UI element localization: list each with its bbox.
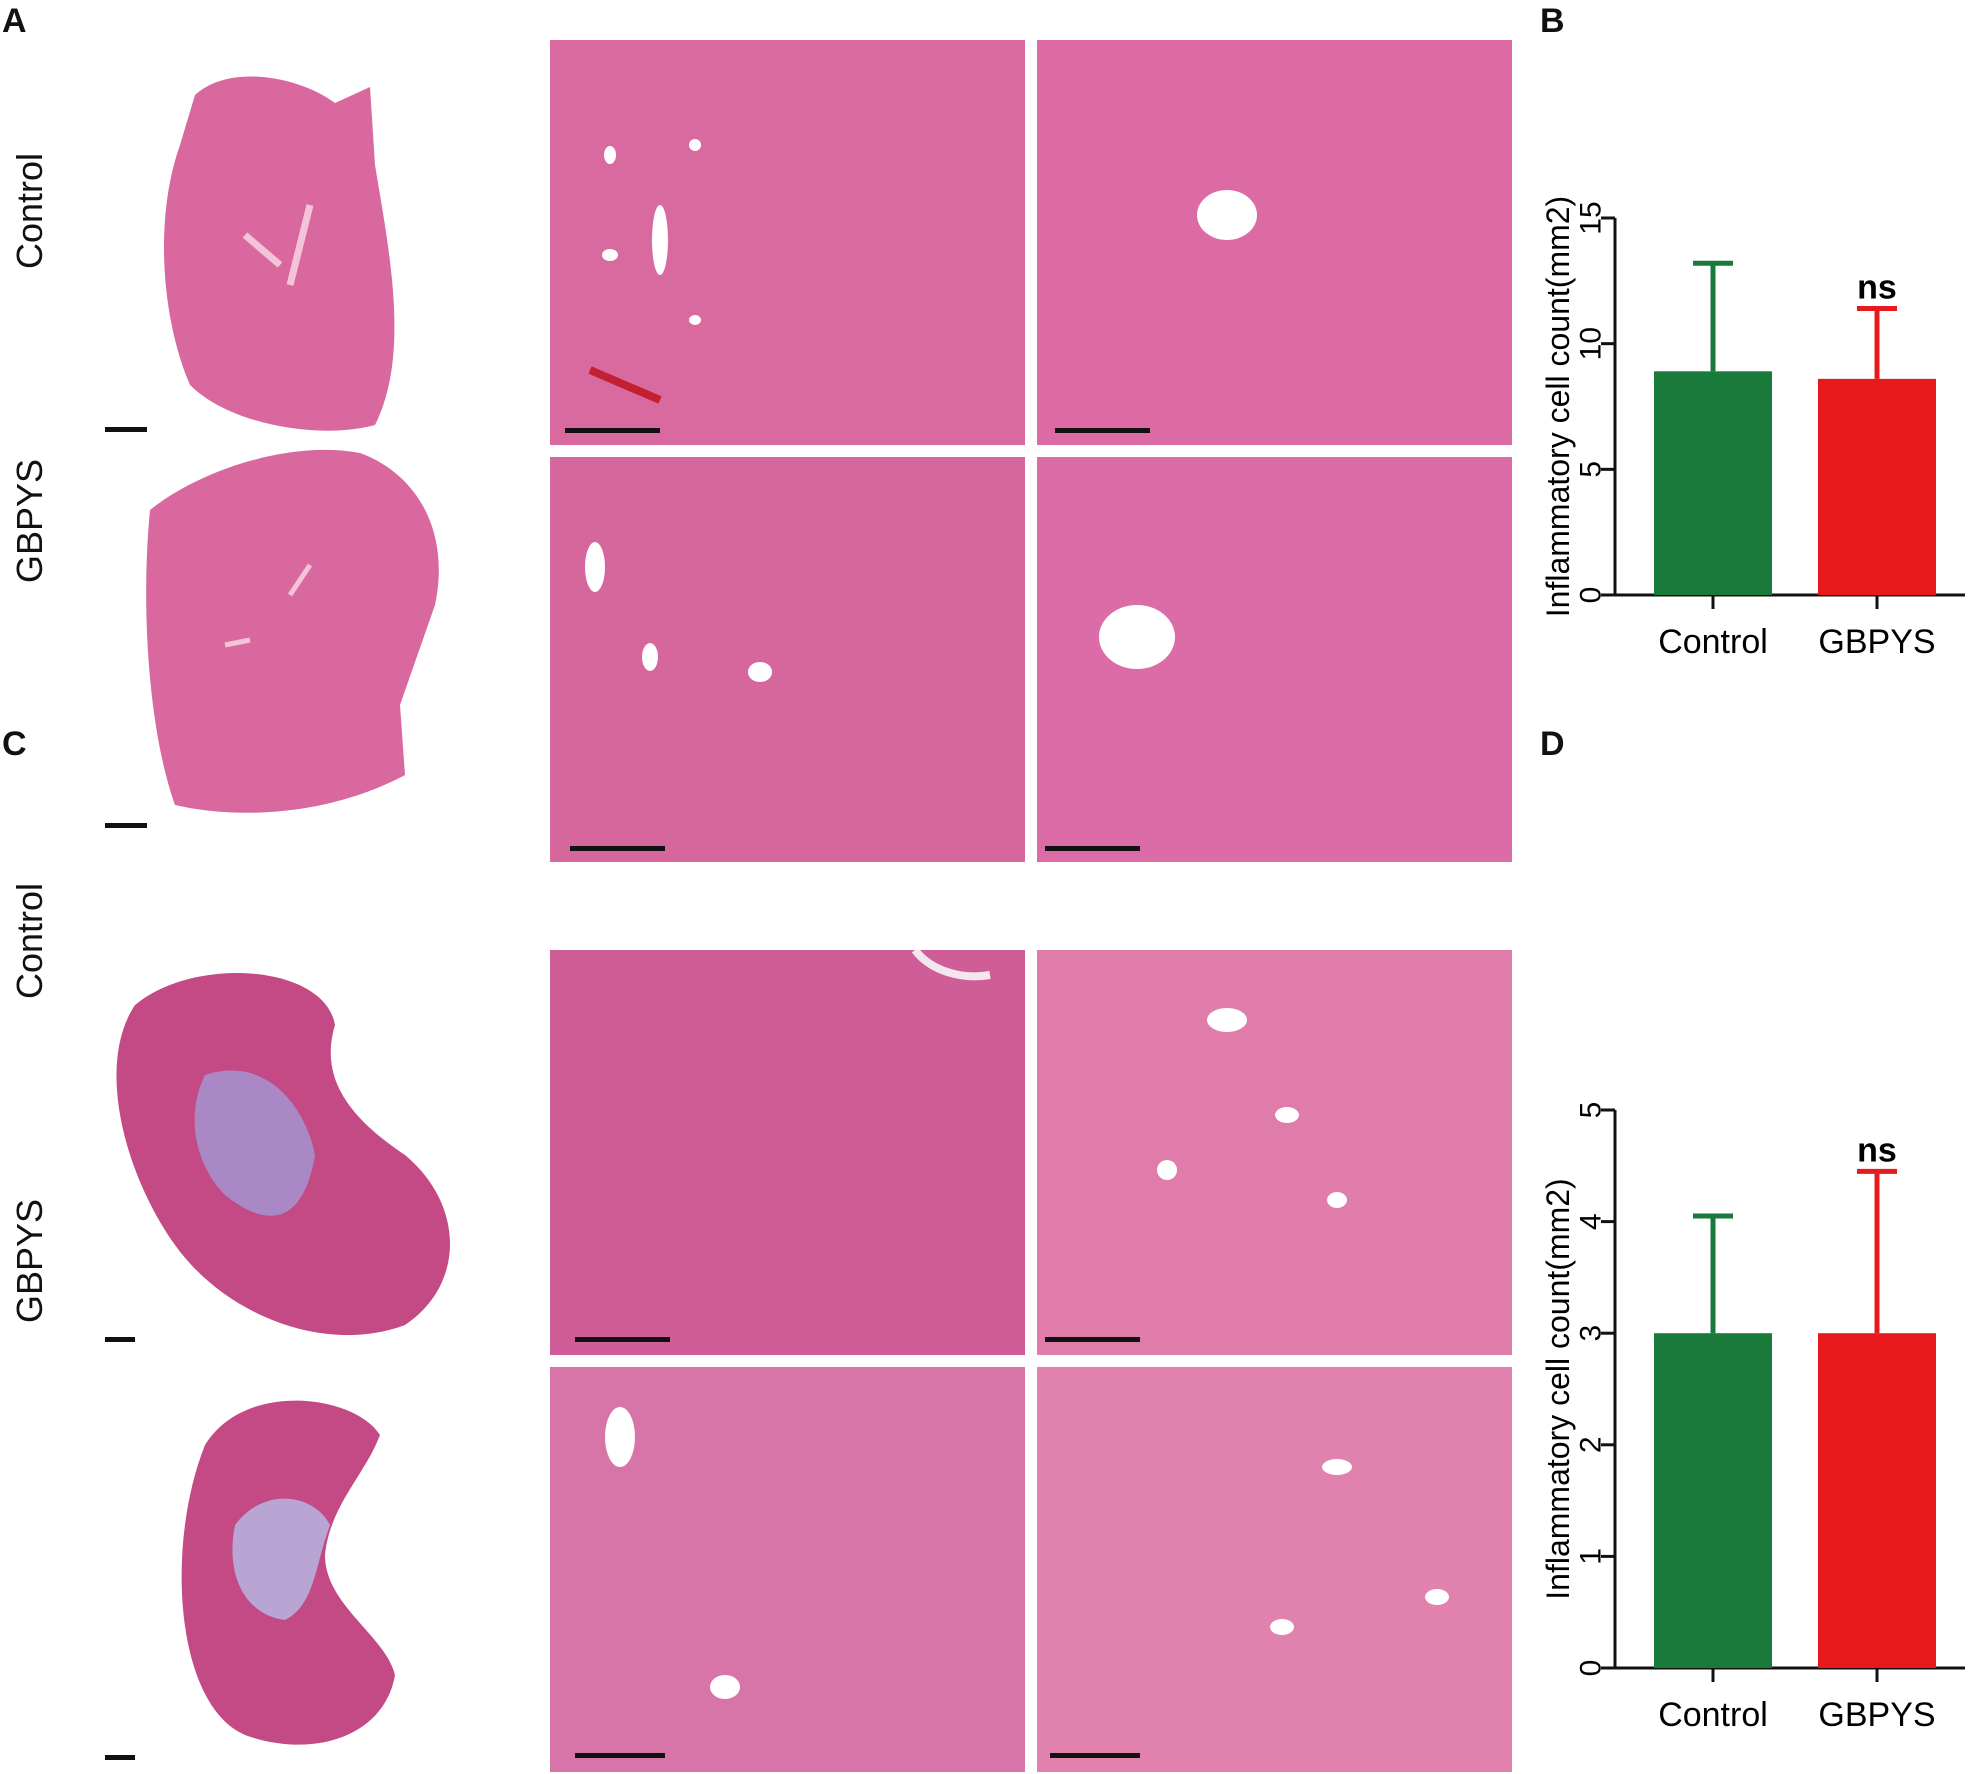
significance-label: ns xyxy=(1857,268,1897,306)
micrograph-kidney-control-low xyxy=(550,950,1025,1355)
scale-bar xyxy=(1055,428,1150,433)
row-label-liver-control: Control xyxy=(9,152,50,270)
significance-label: ns xyxy=(1857,1131,1897,1169)
liver-section-control xyxy=(163,76,395,431)
y-tick-label: 1 xyxy=(1575,1548,1608,1565)
micrograph-liver-gbpys-low xyxy=(550,457,1025,862)
row-label-kidney-control: Control xyxy=(9,882,50,1000)
micrograph-kidney-gbpys-high xyxy=(1037,1367,1512,1772)
bar-control xyxy=(1654,371,1772,595)
panel-letter-d: D xyxy=(1540,725,1565,763)
scale-bar xyxy=(1050,1753,1140,1758)
scale-bar xyxy=(565,428,660,433)
y-tick-label: 2 xyxy=(1575,1436,1608,1453)
scale-bar xyxy=(570,846,665,851)
y-tick-label: 0 xyxy=(1575,1660,1608,1677)
scale-bar xyxy=(575,1753,665,1758)
row-label-kidney-gbpys: GBPYS xyxy=(9,1198,50,1324)
micrograph-liver-gbpys-high xyxy=(1037,457,1512,862)
x-tick-label: GBPYS xyxy=(1818,623,1935,661)
y-tick-label: 15 xyxy=(1575,201,1608,234)
kidney-section-control xyxy=(116,972,450,1336)
y-tick-label: 5 xyxy=(1575,461,1608,478)
y-tick-label: 0 xyxy=(1575,587,1608,604)
scale-bar xyxy=(105,1337,135,1342)
liver-section-gbpys xyxy=(146,449,439,813)
scale-bar xyxy=(1045,1337,1140,1342)
chart-panel-d: 0 1 2 3 4 5 Inflammatory cell count(mm2) Contro… xyxy=(1540,1100,1970,1760)
y-axis-label: Inflammatory cell count(mm2) xyxy=(1540,196,1576,617)
bar-gbpys xyxy=(1818,378,1936,595)
x-tick-label: GBPYS xyxy=(1818,1696,1935,1734)
scale-bar xyxy=(1045,846,1140,851)
micrograph-liver-control-high xyxy=(1037,40,1512,445)
chart-d-svg: 0 1 2 3 4 5 Inflammatory cell count(mm2) Contro… xyxy=(1540,1102,1965,1734)
y-axis-label: Inflammatory cell count(mm2) xyxy=(1540,1178,1576,1599)
micrograph-kidney-gbpys-low xyxy=(550,1367,1025,1772)
x-tick-label: Control xyxy=(1658,623,1768,661)
panel-letter-b: B xyxy=(1540,2,1565,40)
panel-letter-a: A xyxy=(2,2,27,40)
scale-bar xyxy=(105,823,147,828)
bar-gbpys xyxy=(1818,1333,1936,1668)
micrograph-kidney-control-high xyxy=(1037,950,1512,1355)
y-tick-label: 3 xyxy=(1575,1325,1608,1342)
scale-bar xyxy=(575,1337,670,1342)
panel-letter-c: C xyxy=(2,725,27,763)
chart-panel-b: 0 5 10 15 Inflammatory cell count(mm2) Contro… xyxy=(1540,180,1970,700)
x-tick-label: Control xyxy=(1658,1696,1768,1734)
kidney-section-gbpys xyxy=(181,1400,395,1745)
y-tick-label: 4 xyxy=(1575,1213,1608,1230)
scale-bar xyxy=(105,427,147,432)
micrograph-liver-control-low xyxy=(550,40,1025,445)
row-label-liver-gbpys: GBPYS xyxy=(9,458,50,584)
y-tick-label: 5 xyxy=(1575,1102,1608,1119)
y-tick-label: 10 xyxy=(1575,327,1608,360)
bar-control xyxy=(1654,1333,1772,1668)
scale-bar xyxy=(105,1755,135,1760)
